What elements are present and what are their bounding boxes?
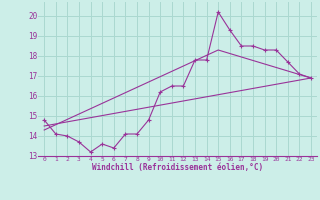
X-axis label: Windchill (Refroidissement éolien,°C): Windchill (Refroidissement éolien,°C) [92,163,263,172]
